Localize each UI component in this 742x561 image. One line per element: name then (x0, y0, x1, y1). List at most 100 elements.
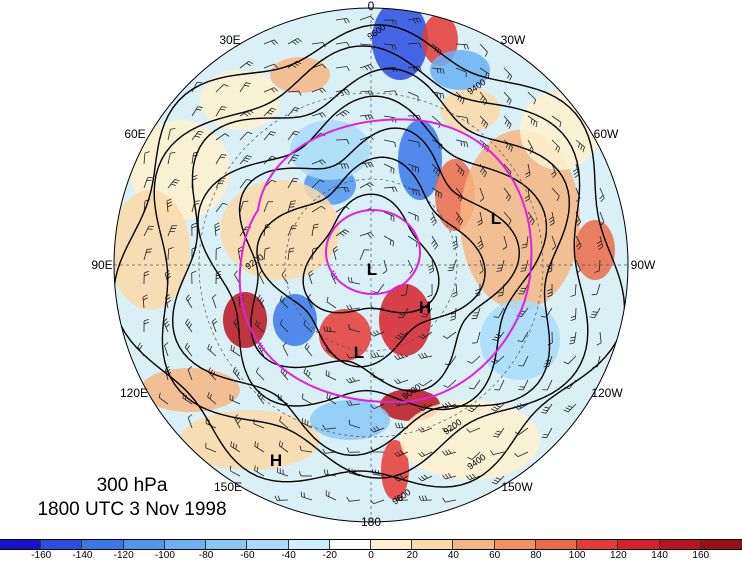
wind-barb (279, 420, 289, 429)
height-contour (302, 193, 440, 314)
wind-barb (522, 355, 529, 367)
wind-barb-flag (364, 163, 368, 168)
wind-barb-flag (273, 39, 278, 44)
wind-barb (215, 106, 222, 117)
wind-barb-flag (306, 345, 310, 351)
wind-barb (599, 187, 605, 199)
wind-barb-flag (466, 142, 468, 148)
wind-barb-flag (491, 408, 496, 412)
wind-barb (335, 66, 347, 69)
wind-barb (359, 231, 371, 237)
wind-barb-flag (424, 495, 428, 501)
wind-barb (524, 259, 529, 271)
wind-barb (373, 331, 385, 337)
wind-barb-flag (292, 109, 298, 112)
wind-barb-flag (312, 247, 318, 250)
wind-barb-flag (246, 111, 252, 115)
wind-barb (495, 355, 505, 364)
wind-barb-flag (423, 474, 428, 479)
wind-barb-flag (505, 194, 510, 199)
wind-barb (551, 187, 560, 197)
wind-barb-flag (281, 297, 285, 303)
wind-barb-flag (418, 452, 423, 457)
wind-barb (263, 87, 275, 93)
wind-barb (383, 67, 396, 69)
wind-barb-flag (234, 270, 238, 275)
wind-barb-flag (271, 155, 277, 159)
wind-barb-flag (301, 417, 304, 423)
wind-barb-flag (491, 360, 497, 364)
wind-barb-flag (480, 95, 484, 101)
wind-barb (211, 321, 217, 333)
wind-barb (423, 403, 433, 412)
wind-barb-flag (349, 400, 353, 406)
wind-barb-flag (233, 318, 237, 324)
jet-outer-ring (238, 118, 533, 404)
wind-barb (517, 451, 529, 458)
wind-barb-flag (188, 323, 193, 329)
wind-barb-flag (255, 320, 258, 326)
wind-barb-flag (418, 477, 423, 482)
wind-barb-flag (197, 81, 203, 84)
wind-barb-flag (348, 377, 353, 383)
wind-barb (349, 472, 361, 477)
wind-barb (230, 470, 241, 477)
wind-barb-flag (209, 345, 213, 351)
wind-barb-flag (139, 345, 143, 350)
wind-barb (263, 39, 275, 45)
wind-barb-flag (394, 452, 399, 457)
wind-barb-flag (544, 406, 550, 409)
wind-barb (383, 139, 395, 143)
colorbar-swatch (535, 540, 578, 549)
wind-barb-flag (444, 450, 449, 455)
wind-barb-flag (418, 495, 422, 501)
wind-barb-flag (502, 246, 508, 250)
wind-barb-flag (260, 299, 265, 305)
wind-barb-flag (187, 296, 192, 302)
wind-barb (143, 249, 148, 261)
wind-barb-flag (367, 65, 372, 70)
wind-barb-flag (400, 423, 404, 429)
colorbar-tick-label: -100 (154, 550, 175, 561)
wind-barb-flag (346, 18, 350, 23)
wind-barb-flag (418, 335, 424, 339)
wind-barb (325, 374, 337, 381)
wind-barb-flag (234, 369, 238, 374)
height-contour (114, 24, 626, 488)
wind-barb (551, 235, 557, 247)
wind-barb-flag (346, 163, 350, 169)
wind-barb-flag (577, 245, 582, 250)
wind-barb-flag (237, 419, 242, 424)
wind-barb-flag (256, 442, 259, 448)
wind-barb-flag (494, 433, 500, 436)
height-contour (197, 95, 548, 411)
wind-barb-flag (450, 318, 456, 321)
wind-barb-flag (372, 427, 377, 432)
wind-barb-flag (372, 291, 378, 294)
wind-barb (431, 43, 442, 51)
jet-contours (238, 118, 533, 404)
wind-barb-flag (592, 311, 598, 313)
wind-barb-flag (442, 451, 446, 456)
wind-barb-flag (221, 106, 227, 108)
wind-barb-flag (396, 451, 401, 456)
wind-barb (496, 475, 505, 485)
wind-barb-flag (418, 190, 420, 196)
wind-barb (237, 249, 241, 261)
wind-barb-flag (279, 295, 283, 301)
wind-barb-flag (440, 193, 442, 199)
wind-barb (407, 114, 420, 117)
wind-barb (546, 427, 553, 438)
jet-inner-ring (325, 209, 421, 295)
wind-barb (596, 283, 601, 295)
wind-barb-flag (498, 291, 504, 294)
wind-barb-flag (452, 294, 458, 298)
wind-barb-flag (596, 342, 602, 346)
wind-barb-flag (347, 276, 350, 282)
colorbar-tick-label: 100 (568, 550, 586, 561)
wind-barb (455, 139, 467, 143)
wind-barb-flag (497, 267, 503, 269)
wind-barb (349, 307, 361, 311)
wind-barb-flag (170, 183, 176, 186)
wind-barb (287, 225, 293, 237)
